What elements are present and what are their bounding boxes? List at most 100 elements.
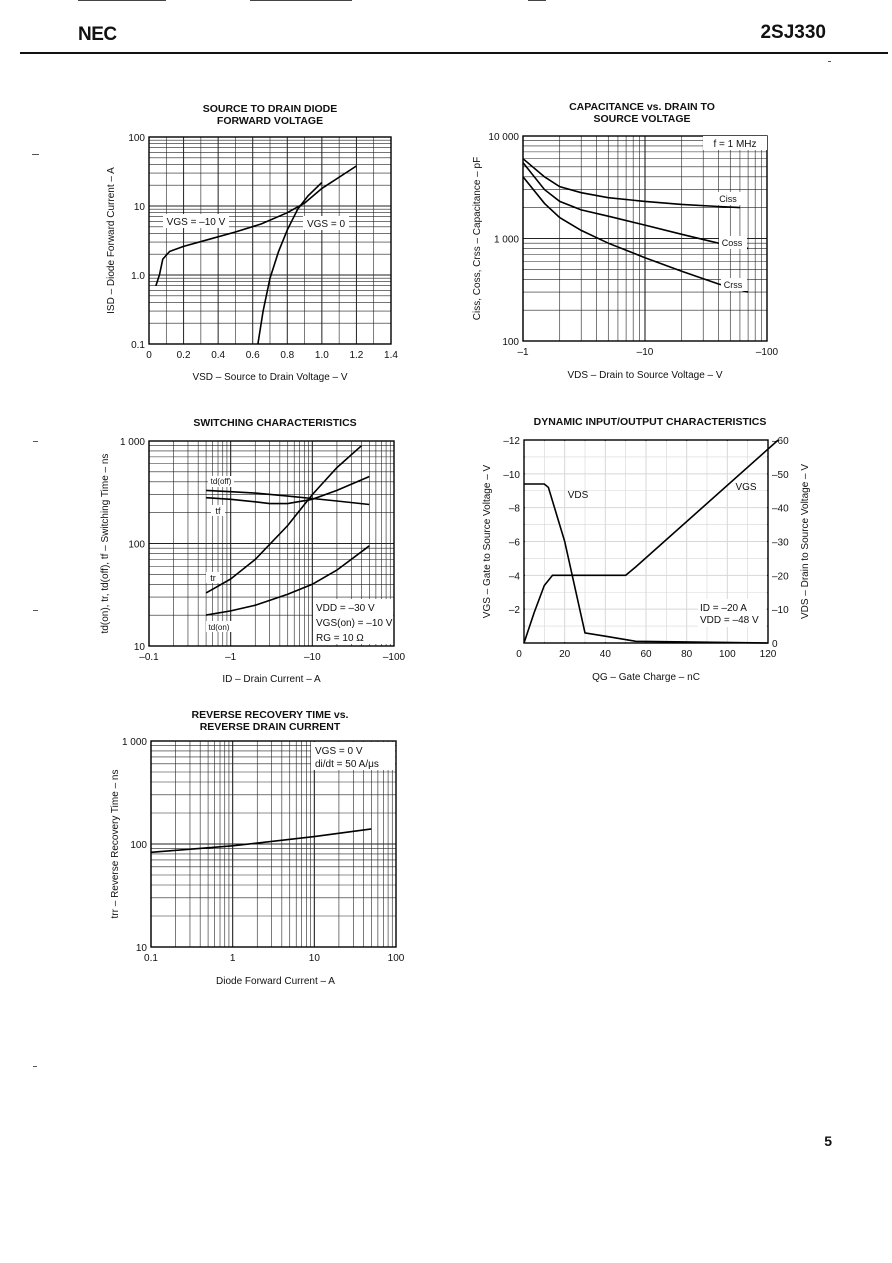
y-tick-label: 10 000 <box>488 132 519 143</box>
y-axis-label: td(on), tr, td(off), tf – Switching Time… <box>100 454 111 634</box>
y-tick-label: –12 <box>503 436 520 447</box>
label-bg <box>703 136 767 150</box>
y-tick-label: 10 <box>134 202 146 213</box>
y2-axis-label: VDS – Drain to Source Voltage – V <box>800 464 811 619</box>
annotation-vgs: VGS <box>735 482 756 493</box>
y-tick-label: 1 000 <box>120 437 145 448</box>
series-line-vgs <box>523 439 779 644</box>
label-bg <box>313 599 393 644</box>
annotation-vdd: VDD = –48 V <box>700 615 759 626</box>
x-tick-label: 20 <box>559 649 571 660</box>
series-line-tf <box>206 475 370 505</box>
series-line-tr <box>205 445 363 594</box>
annotation-tf: tf <box>215 506 221 516</box>
x-tick-label: –10 <box>637 347 654 358</box>
y2-tick-label: –10 <box>772 605 789 616</box>
annotation-id: ID = –20 A <box>700 603 747 614</box>
label-bg <box>719 236 747 249</box>
annotation-ciss: Ciss <box>719 194 737 204</box>
y-tick-label: 100 <box>130 840 147 851</box>
margin-mark <box>33 610 38 611</box>
y2-tick-label: –20 <box>772 571 789 582</box>
x-tick-label: 0.1 <box>144 953 158 964</box>
y2-tick-label: 0 <box>772 639 778 650</box>
x-axis-label: Diode Forward Current – A <box>216 976 335 987</box>
x-tick-label: –1 <box>225 652 237 663</box>
x-tick-label: 1.2 <box>349 350 363 361</box>
annotation-tr: tr <box>210 573 216 583</box>
annotation-vdd: VDD = –30 V <box>316 603 375 614</box>
plot-frame <box>523 439 769 644</box>
margin-mark <box>32 154 39 155</box>
y-tick-label: –2 <box>509 605 521 616</box>
y-tick-label: 100 <box>502 337 519 348</box>
series-line-vgs-0 <box>257 181 323 345</box>
part-number: 2SJ330 <box>760 22 826 43</box>
y-tick-label: –4 <box>509 571 521 582</box>
label-bg <box>163 214 229 228</box>
y-tick-label: 0.1 <box>131 340 145 351</box>
label-bg <box>721 278 747 291</box>
plot-frame <box>148 136 392 345</box>
x-axis-label: VSD – Source to Drain Voltage – V <box>192 372 347 383</box>
x-axis-label: QG – Gate Charge – nC <box>592 672 700 683</box>
y-tick-label: 100 <box>128 133 145 144</box>
y-axis-label: VGS – Gate to Source Voltage – V <box>482 464 493 618</box>
annotation-rg: RG = 10 Ω <box>316 633 364 644</box>
annotation-coss: Coss <box>722 238 743 248</box>
label-bg <box>311 742 395 770</box>
brand-logo: NEC <box>78 24 117 45</box>
y-tick-label: –10 <box>503 470 520 481</box>
chart-title-cap: CAPACITANCE vs. DRAIN TO SOURCE VOLTAGE <box>569 101 715 125</box>
x-tick-label: –100 <box>383 652 406 663</box>
x-tick-label: 0.4 <box>211 350 225 361</box>
y-tick-label: 1.0 <box>131 271 145 282</box>
x-tick-label: 0 <box>516 649 522 660</box>
y-axis-label: Ciss, Coss, Crss – Capacitance – pF <box>472 157 483 320</box>
x-tick-label: 100 <box>388 953 405 964</box>
chart-title-dyn: DYNAMIC INPUT/OUTPUT CHARACTERISTICS <box>533 416 767 428</box>
x-tick-label: 10 <box>309 953 321 964</box>
y2-tick-label: –50 <box>772 470 789 481</box>
margin-mark <box>828 61 831 62</box>
plot-frame <box>522 135 768 342</box>
series-line-trr <box>150 828 372 854</box>
x-axis-label: VDS – Drain to Source Voltage – V <box>567 370 722 381</box>
y-tick-label: 10 <box>136 943 148 954</box>
series-line-coss <box>522 162 749 250</box>
x-tick-label: –1 <box>517 347 529 358</box>
annotation-td-on: td(on) <box>209 623 230 632</box>
x-tick-label: 60 <box>640 649 652 660</box>
series-line-td-on <box>205 545 370 616</box>
series-line-crss <box>522 176 749 293</box>
y-tick-label: –6 <box>509 538 521 549</box>
x-tick-label: –0.1 <box>139 652 159 663</box>
y-tick-label: 100 <box>128 540 145 551</box>
x-tick-label: 120 <box>760 649 777 660</box>
header-rule <box>20 52 888 54</box>
series-line-td-off <box>206 489 370 506</box>
annotation-vds: VDS <box>568 490 589 501</box>
y2-tick-label: –30 <box>772 538 789 549</box>
label-bg <box>206 572 220 583</box>
label-bg <box>208 476 234 487</box>
label-bg <box>211 505 225 516</box>
x-tick-label: 1 <box>230 953 236 964</box>
x-tick-label: 0.8 <box>280 350 294 361</box>
annotation-td-off: td(off) <box>211 477 232 486</box>
y2-tick-label: –40 <box>772 504 789 515</box>
x-tick-label: 1.4 <box>384 350 398 361</box>
chart-title-sd: SOURCE TO DRAIN DIODE FORWARD VOLTAGE <box>202 103 338 127</box>
x-tick-label: 0.6 <box>246 350 260 361</box>
annotation-vgs-0: VGS = 0 <box>307 219 346 230</box>
plot-frame <box>148 440 395 647</box>
y-tick-label: 1 000 <box>494 235 519 246</box>
label-bg <box>303 216 349 230</box>
y-axis-label: trr – Reverse Recovery Time – ns <box>110 770 121 919</box>
series-line-ciss <box>522 158 740 209</box>
annotation-frequency: f = 1 MHz <box>713 139 756 150</box>
x-tick-label: 0.2 <box>177 350 191 361</box>
